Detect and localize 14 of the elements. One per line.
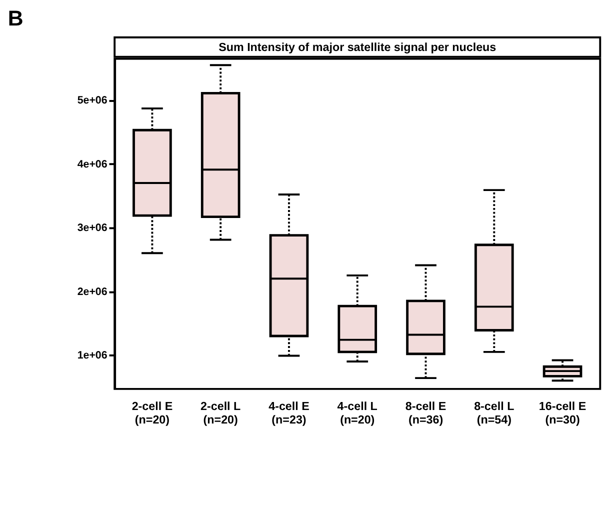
x-tick-label: 2-cell L (n=20) <box>200 400 241 426</box>
y-tick-label: 4e+06 <box>77 158 108 170</box>
x-tick-label: 4-cell E (n=23) <box>268 400 310 426</box>
y-tick-label: 5e+06 <box>77 94 108 107</box>
text: B <box>8 6 24 31</box>
x-tick-label: 8-cell L (n=54) <box>474 400 514 426</box>
y-tick-label: 2e+06 <box>77 286 108 298</box>
x-tick-label: 2-cell E (n=20) <box>132 400 173 426</box>
x-tick-label: 8-cell E (n=36) <box>405 400 446 426</box>
y-tick-label: 3e+06 <box>77 222 108 234</box>
x-tick-label: 16-cell E (n=30) <box>538 400 586 426</box>
x-tick-label: 4-cell L (n=20) <box>337 400 378 426</box>
y-tick-label: 1e+06 <box>77 350 108 362</box>
chart-title: Sum Intensity of major satellite signal per nucleus <box>218 40 496 54</box>
